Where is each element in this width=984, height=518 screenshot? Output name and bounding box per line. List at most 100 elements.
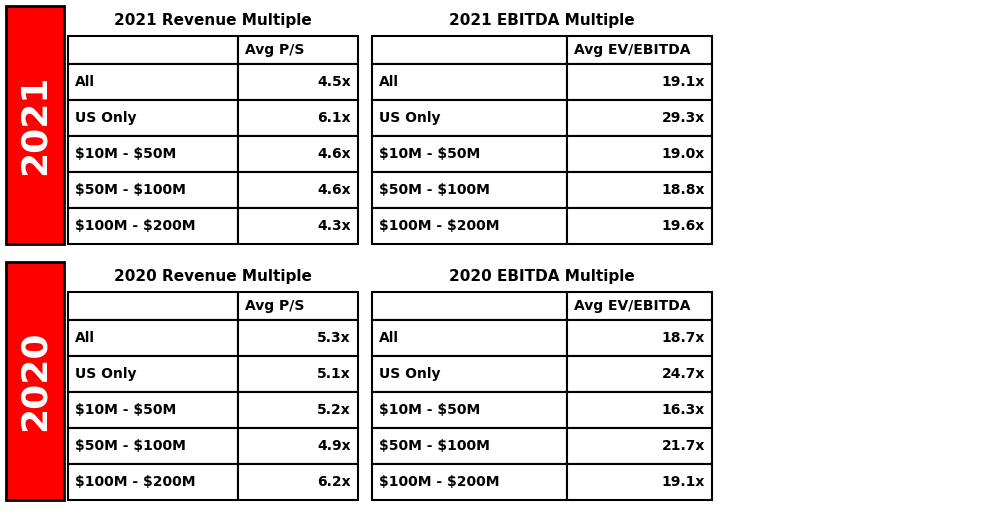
Bar [238, 172, 358, 208]
Bar [238, 356, 358, 392]
Bar [567, 392, 712, 428]
Text: 2020: 2020 [18, 331, 52, 431]
Bar [68, 64, 238, 100]
Text: 4.9x: 4.9x [318, 439, 351, 453]
Text: 19.6x: 19.6x [662, 219, 705, 233]
Bar [372, 356, 567, 392]
Text: 2021 Revenue Multiple: 2021 Revenue Multiple [114, 13, 312, 28]
Bar [68, 428, 238, 464]
Text: 29.3x: 29.3x [662, 111, 705, 125]
Bar [238, 100, 358, 136]
Bar [567, 320, 712, 356]
Bar [68, 356, 238, 392]
Bar [238, 320, 358, 356]
Text: 6.1x: 6.1x [318, 111, 351, 125]
Bar [238, 64, 358, 100]
Text: US Only: US Only [75, 367, 137, 381]
Bar [372, 320, 567, 356]
Bar [68, 100, 238, 136]
Bar [372, 64, 567, 100]
Text: 4.5x: 4.5x [317, 75, 351, 89]
Text: 16.3x: 16.3x [662, 403, 705, 417]
Text: Avg EV/EBITDA: Avg EV/EBITDA [574, 43, 691, 57]
Bar [567, 356, 712, 392]
Bar [68, 392, 238, 428]
Text: All: All [75, 331, 95, 345]
Text: 4.6x: 4.6x [318, 147, 351, 161]
Bar [372, 464, 567, 500]
Bar [372, 172, 567, 208]
Text: 18.8x: 18.8x [661, 183, 705, 197]
Text: 4.3x: 4.3x [318, 219, 351, 233]
Bar [238, 136, 358, 172]
Bar [372, 208, 567, 244]
Text: 19.1x: 19.1x [661, 75, 705, 89]
Bar [238, 292, 358, 320]
Bar [372, 428, 567, 464]
Text: All: All [75, 75, 95, 89]
Text: All: All [379, 75, 399, 89]
Bar [372, 292, 567, 320]
Bar [567, 136, 712, 172]
Bar [372, 36, 567, 64]
Text: \$100M - \$200M: \$100M - \$200M [379, 219, 500, 233]
Text: 5.1x: 5.1x [317, 367, 351, 381]
Text: 6.2x: 6.2x [318, 475, 351, 489]
Text: \$10M - \$50M: \$10M - \$50M [379, 147, 480, 161]
Bar [68, 172, 238, 208]
Bar [68, 136, 238, 172]
Bar [6, 6, 64, 244]
Text: Avg EV/EBITDA: Avg EV/EBITDA [574, 299, 691, 313]
Bar [68, 36, 238, 64]
Bar [372, 136, 567, 172]
Bar [6, 262, 64, 500]
Bar [567, 100, 712, 136]
Bar [238, 392, 358, 428]
Bar [567, 292, 712, 320]
Bar [567, 464, 712, 500]
Text: \$10M - \$50M: \$10M - \$50M [75, 147, 176, 161]
Text: US Only: US Only [75, 111, 137, 125]
Text: \$50M - \$100M: \$50M - \$100M [75, 439, 186, 453]
Text: Avg P/S: Avg P/S [245, 43, 304, 57]
Text: \$100M - \$200M: \$100M - \$200M [75, 475, 196, 489]
Bar [238, 36, 358, 64]
Text: \$50M - \$100M: \$50M - \$100M [379, 439, 490, 453]
Text: 2021 EBITDA Multiple: 2021 EBITDA Multiple [449, 13, 635, 28]
Bar [372, 100, 567, 136]
Bar [238, 428, 358, 464]
Text: 24.7x: 24.7x [661, 367, 705, 381]
Bar [238, 464, 358, 500]
Bar [68, 464, 238, 500]
Text: 5.3x: 5.3x [318, 331, 351, 345]
Bar [68, 208, 238, 244]
Text: 2020 EBITDA Multiple: 2020 EBITDA Multiple [449, 269, 635, 284]
Text: \$10M - \$50M: \$10M - \$50M [75, 403, 176, 417]
Text: US Only: US Only [379, 367, 441, 381]
Text: 18.7x: 18.7x [661, 331, 705, 345]
Text: 5.2x: 5.2x [317, 403, 351, 417]
Bar [567, 36, 712, 64]
Bar [372, 392, 567, 428]
Bar [68, 292, 238, 320]
Text: 2020 Revenue Multiple: 2020 Revenue Multiple [114, 269, 312, 284]
Text: \$100M - \$200M: \$100M - \$200M [75, 219, 196, 233]
Text: 19.1x: 19.1x [661, 475, 705, 489]
Bar [68, 320, 238, 356]
Text: \$10M - \$50M: \$10M - \$50M [379, 403, 480, 417]
Text: \$50M - \$100M: \$50M - \$100M [75, 183, 186, 197]
Bar [567, 172, 712, 208]
Text: 4.6x: 4.6x [318, 183, 351, 197]
Text: 19.0x: 19.0x [662, 147, 705, 161]
Bar [567, 208, 712, 244]
Text: \$100M - \$200M: \$100M - \$200M [379, 475, 500, 489]
Text: \$50M - \$100M: \$50M - \$100M [379, 183, 490, 197]
Text: US Only: US Only [379, 111, 441, 125]
Bar [567, 64, 712, 100]
Text: 2021: 2021 [18, 75, 52, 175]
Bar [567, 428, 712, 464]
Bar [238, 208, 358, 244]
Text: All: All [379, 331, 399, 345]
Text: Avg P/S: Avg P/S [245, 299, 304, 313]
Text: 21.7x: 21.7x [661, 439, 705, 453]
